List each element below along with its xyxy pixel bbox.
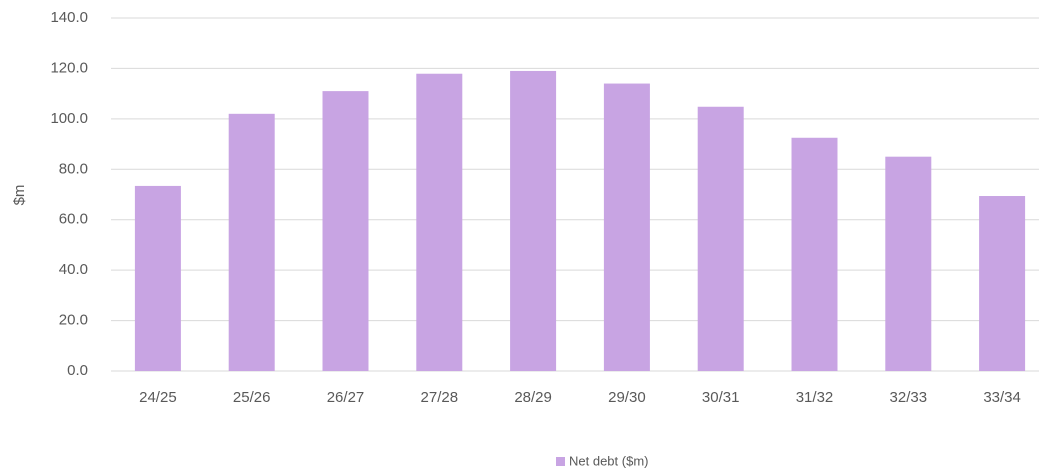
y-axis-label: $m bbox=[11, 185, 28, 206]
y-tick-label: 100.0 bbox=[50, 110, 88, 127]
bar bbox=[416, 73, 463, 371]
x-tick-label: 33/34 bbox=[983, 389, 1021, 406]
y-tick-label: 120.0 bbox=[50, 59, 88, 76]
x-tick-label: 31/32 bbox=[796, 389, 834, 406]
bar bbox=[979, 196, 1026, 371]
y-tick-label: 80.0 bbox=[59, 160, 88, 177]
bar bbox=[510, 70, 557, 371]
y-tick-label: 20.0 bbox=[59, 312, 88, 329]
bar bbox=[697, 106, 744, 372]
bar bbox=[603, 83, 650, 372]
x-tick-label: 27/28 bbox=[421, 389, 459, 406]
bar bbox=[885, 156, 932, 371]
bar bbox=[134, 185, 181, 371]
bar bbox=[322, 91, 369, 371]
x-tick-label: 29/30 bbox=[608, 389, 646, 406]
x-tick-label: 28/29 bbox=[514, 389, 552, 406]
y-tick-label: 40.0 bbox=[59, 261, 88, 278]
bar bbox=[791, 137, 838, 371]
legend-label: Net debt ($m) bbox=[569, 453, 648, 468]
legend-swatch bbox=[556, 457, 565, 466]
y-tick-label: 0.0 bbox=[67, 362, 88, 379]
x-tick-label: 30/31 bbox=[702, 389, 740, 406]
x-tick-label: 25/26 bbox=[233, 389, 271, 406]
x-tick-label: 24/25 bbox=[139, 389, 177, 406]
x-tick-label: 32/33 bbox=[890, 389, 928, 406]
x-tick-label: 26/27 bbox=[327, 389, 365, 406]
y-tick-label: 60.0 bbox=[59, 211, 88, 228]
y-tick-label: 140.0 bbox=[50, 9, 88, 26]
bar bbox=[228, 113, 275, 372]
